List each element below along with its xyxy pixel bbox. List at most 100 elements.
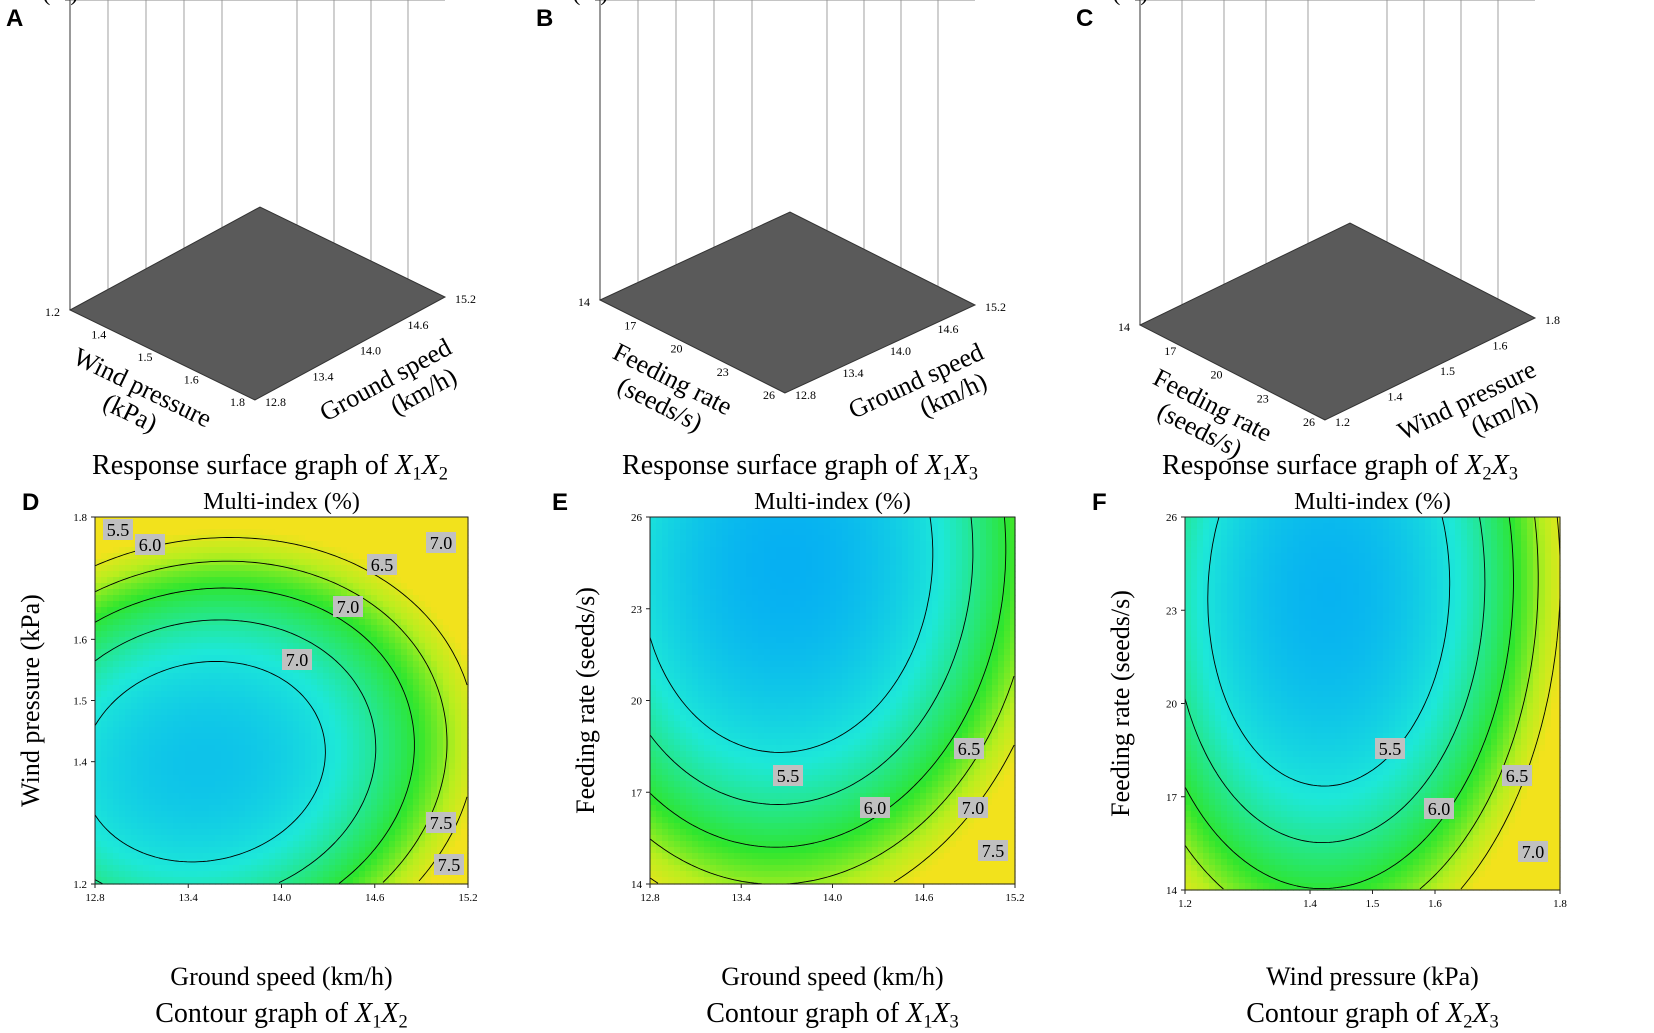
field-cell <box>173 727 180 734</box>
field-cell <box>227 595 234 602</box>
field-cell <box>305 679 312 686</box>
field-cell <box>449 673 456 680</box>
field-cell <box>239 523 246 530</box>
field-cell <box>389 733 396 740</box>
field-cell <box>185 643 192 650</box>
field-cell <box>149 775 156 782</box>
field-cell <box>251 805 258 812</box>
field-cell <box>203 739 210 746</box>
field-cell <box>413 787 420 794</box>
field-cell <box>341 805 348 812</box>
floor-tick-label-b: 13.4 <box>843 366 864 380</box>
field-cell <box>167 673 174 680</box>
field-cell <box>407 721 414 728</box>
field-cell <box>425 559 432 566</box>
field-cell <box>191 655 198 662</box>
field-cell <box>371 805 378 812</box>
field-cell <box>209 697 216 704</box>
field-cell <box>215 805 222 812</box>
field-cell <box>149 613 156 620</box>
field-cell <box>173 781 180 788</box>
field-cell <box>293 631 300 638</box>
field-cell <box>281 697 288 704</box>
field-cell <box>371 781 378 788</box>
field-cell <box>335 619 342 626</box>
field-cell <box>233 571 240 578</box>
field-cell <box>311 751 318 758</box>
field-cell <box>227 571 234 578</box>
field-cell <box>461 547 468 554</box>
field-cell <box>143 715 150 722</box>
field-cell <box>365 775 372 782</box>
field-cell <box>209 517 216 524</box>
field-cell <box>239 541 246 548</box>
field-cell <box>95 739 102 746</box>
field-cell <box>449 619 456 626</box>
field-cell <box>335 523 342 530</box>
field-cell <box>179 571 186 578</box>
field-cell <box>365 709 372 716</box>
field-cell <box>101 553 108 560</box>
field-cell <box>389 697 396 704</box>
field-cell <box>401 745 408 752</box>
field-cell <box>257 775 264 782</box>
field-cell <box>311 781 318 788</box>
field-cell <box>215 583 222 590</box>
field-cell <box>251 517 258 524</box>
field-cell <box>269 757 276 764</box>
field-cell <box>251 679 258 686</box>
field-cell <box>329 721 336 728</box>
field-cell <box>461 595 468 602</box>
field-cell <box>251 685 258 692</box>
field-cell <box>191 523 198 530</box>
field-cell <box>425 739 432 746</box>
field-cell <box>407 553 414 560</box>
field-cell <box>173 673 180 680</box>
field-cell <box>347 667 354 674</box>
field-cell <box>413 709 420 716</box>
field-cell <box>221 619 228 626</box>
field-cell <box>419 601 426 608</box>
field-cell <box>341 571 348 578</box>
field-cell <box>239 613 246 620</box>
field-cell <box>191 607 198 614</box>
field-cell <box>191 661 198 668</box>
field-cell <box>431 577 438 584</box>
floor-tick-label-a: 14 <box>1118 320 1130 334</box>
field-cell <box>311 805 318 812</box>
field-cell <box>239 775 246 782</box>
field-cell <box>371 577 378 584</box>
field-cell <box>191 793 198 800</box>
field-cell <box>401 637 408 644</box>
field-cell <box>119 673 126 680</box>
field-cell <box>335 721 342 728</box>
field-cell <box>365 739 372 746</box>
field-cell <box>263 625 270 632</box>
field-cell <box>149 649 156 656</box>
field-cell <box>113 769 120 776</box>
field-cell <box>227 757 234 764</box>
field-cell <box>455 619 462 626</box>
field-cell <box>269 517 276 524</box>
field-cell <box>359 757 366 764</box>
field-cell <box>401 649 408 656</box>
field-cell <box>179 625 186 632</box>
field-cell <box>197 739 204 746</box>
field-cell <box>113 685 120 692</box>
field-cell <box>155 667 162 674</box>
field-cell <box>449 577 456 584</box>
field-cell <box>251 619 258 626</box>
field-cell <box>95 553 102 560</box>
field-cell <box>185 631 192 638</box>
field-cell <box>239 655 246 662</box>
field-cell <box>281 535 288 542</box>
field-cell <box>197 673 204 680</box>
field-cell <box>299 595 306 602</box>
field-cell <box>113 619 120 626</box>
field-cell <box>281 595 288 602</box>
field-cell <box>233 781 240 788</box>
field-cell <box>389 655 396 662</box>
field-cell <box>257 649 264 656</box>
field-cell <box>341 631 348 638</box>
floor-tick-label-a: 1.5 <box>138 350 153 364</box>
